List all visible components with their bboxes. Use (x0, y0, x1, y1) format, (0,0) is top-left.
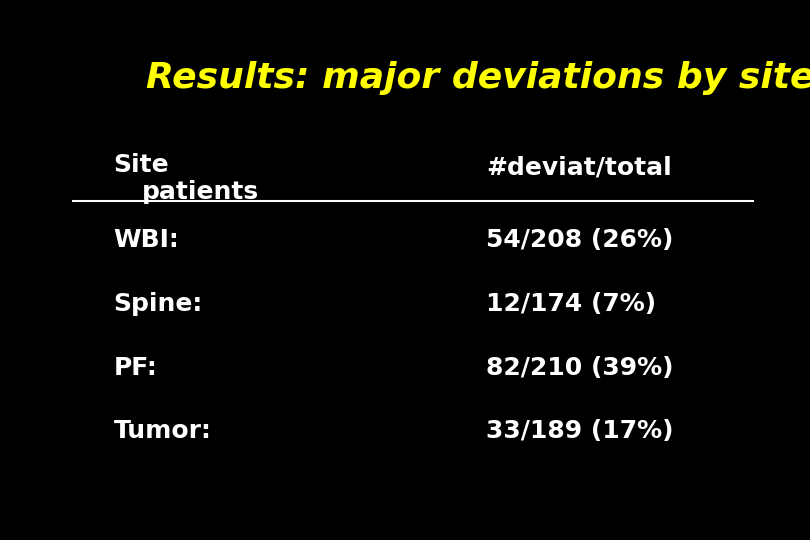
Text: patients: patients (142, 180, 259, 204)
Text: 12/174 (7%): 12/174 (7%) (486, 292, 656, 316)
Text: Site: Site (113, 153, 169, 177)
Text: Spine:: Spine: (113, 292, 202, 316)
Text: Results: major deviations by site: Results: major deviations by site (146, 62, 810, 95)
Text: #deviat/total: #deviat/total (486, 156, 671, 179)
Text: 82/210 (39%): 82/210 (39%) (486, 356, 673, 380)
Text: 54/208 (26%): 54/208 (26%) (486, 228, 673, 252)
Text: 33/189 (17%): 33/189 (17%) (486, 420, 673, 443)
Text: PF:: PF: (113, 356, 157, 380)
Text: Tumor:: Tumor: (113, 420, 211, 443)
Text: WBI:: WBI: (113, 228, 179, 252)
